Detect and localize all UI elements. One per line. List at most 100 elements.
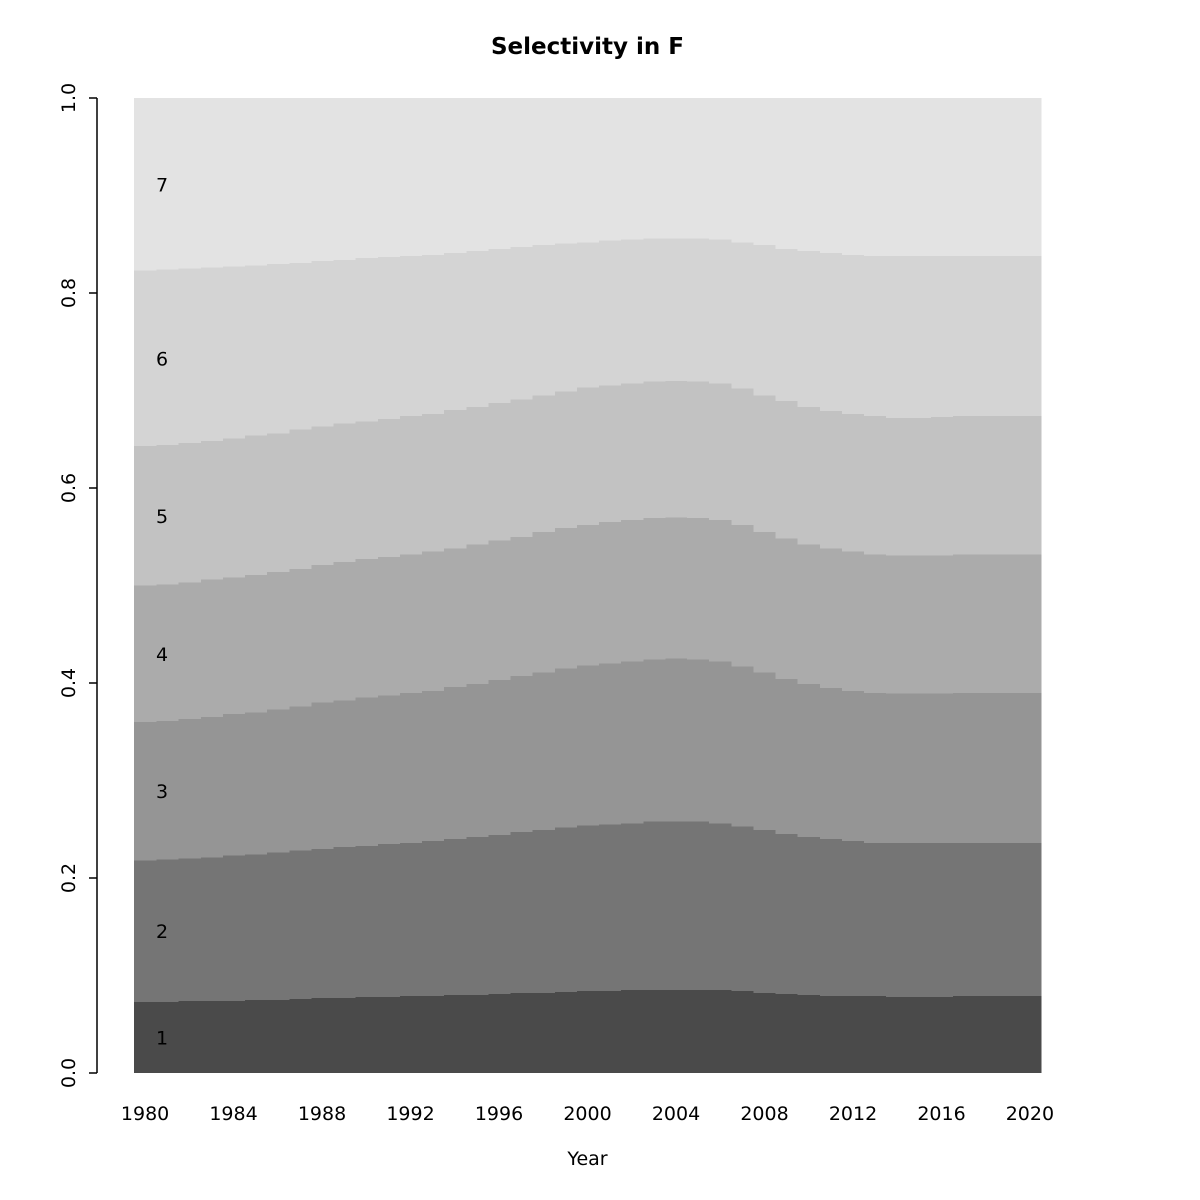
band-segment xyxy=(288,850,312,999)
band-segment xyxy=(952,255,976,416)
band-segment xyxy=(775,994,799,1073)
band-segment xyxy=(443,410,467,549)
band-series-7 xyxy=(134,98,1042,271)
band-segment xyxy=(598,663,622,825)
band-segment xyxy=(554,527,577,669)
band-segment xyxy=(1018,554,1042,693)
band-segment xyxy=(134,722,157,861)
band-segment xyxy=(399,995,423,1073)
band-segment xyxy=(200,267,223,442)
band-segment xyxy=(797,837,821,995)
band-segment xyxy=(421,98,445,255)
band-segment xyxy=(355,257,378,422)
band-segment xyxy=(886,996,909,1073)
band-segment xyxy=(819,548,843,688)
band-segment xyxy=(687,518,710,660)
band-segment xyxy=(510,832,533,994)
x-tick-label: 2000 xyxy=(563,1103,611,1125)
band-segment xyxy=(819,98,843,254)
band-segment xyxy=(288,998,312,1073)
band-segment xyxy=(200,98,223,268)
band-segment xyxy=(266,571,290,710)
band-segment xyxy=(399,842,423,996)
band-segment xyxy=(864,995,887,1073)
band-segment xyxy=(731,242,754,389)
band-segment xyxy=(377,695,400,844)
band-segment xyxy=(886,255,909,418)
band-segment xyxy=(642,238,666,382)
band-segment xyxy=(377,843,400,997)
x-tick-label: 2004 xyxy=(652,1103,700,1125)
band-segment xyxy=(178,443,201,583)
band-segment xyxy=(487,403,511,541)
band-segment xyxy=(355,996,378,1073)
band-segment xyxy=(576,98,600,243)
band-segment xyxy=(244,712,268,855)
band-segment xyxy=(576,387,600,526)
band-segment xyxy=(377,418,400,558)
band-segment xyxy=(709,520,732,662)
band-segment xyxy=(134,585,157,722)
band-segment xyxy=(642,821,666,991)
band-segment xyxy=(930,996,954,1073)
band-segment xyxy=(333,259,356,424)
band-segment xyxy=(510,247,533,400)
band-segment xyxy=(908,417,931,556)
y-tick-label: 0.0 xyxy=(58,1058,80,1088)
band-segment xyxy=(244,854,268,1000)
band-segment xyxy=(244,265,268,436)
band-segment xyxy=(465,683,489,838)
band-segment xyxy=(200,441,223,580)
band-segment xyxy=(598,522,622,664)
band-segment xyxy=(996,692,1020,843)
x-tick-label: 2008 xyxy=(740,1103,788,1125)
band-segment xyxy=(974,554,998,693)
band-segment xyxy=(443,686,467,839)
band-segment xyxy=(178,582,201,720)
band-segment xyxy=(465,837,489,995)
band-segment xyxy=(1018,692,1042,843)
band-segment xyxy=(687,98,710,239)
band-segment xyxy=(841,413,865,552)
band-segment xyxy=(731,388,754,526)
band-segment xyxy=(421,995,445,1073)
band-segment xyxy=(797,407,821,545)
band-segment xyxy=(709,383,732,521)
chart-title: Selectivity in F xyxy=(490,34,684,60)
band-segment xyxy=(664,98,688,239)
band-segment xyxy=(178,1000,201,1073)
band-segment xyxy=(266,263,290,434)
x-tick-label: 2012 xyxy=(829,1103,877,1125)
band-segment xyxy=(930,555,954,694)
band-segment xyxy=(620,661,644,824)
band-segment xyxy=(664,517,688,659)
band-segment xyxy=(532,531,555,673)
band-segment xyxy=(664,658,688,822)
band-segment xyxy=(554,391,577,528)
x-tick-label: 1992 xyxy=(386,1103,434,1125)
band-segment xyxy=(908,255,931,418)
band-segment xyxy=(908,996,931,1073)
band-segment xyxy=(310,426,334,566)
band-label-5: 5 xyxy=(156,506,168,528)
band-segment xyxy=(266,999,290,1074)
band-segment xyxy=(996,415,1020,555)
band-label-7: 7 xyxy=(156,174,168,196)
band-segment xyxy=(731,98,754,243)
x-tick-label: 1988 xyxy=(298,1103,346,1125)
band-segment xyxy=(156,584,179,722)
band-segment xyxy=(819,410,843,549)
band-segment xyxy=(952,692,976,843)
band-segment xyxy=(266,433,290,572)
band-segment xyxy=(731,525,754,667)
band-segment xyxy=(908,98,931,256)
band-segment xyxy=(510,676,533,833)
band-segment xyxy=(532,672,555,831)
band-segment xyxy=(244,999,268,1074)
band-segment xyxy=(156,721,179,860)
x-tick-label: 1980 xyxy=(121,1103,169,1125)
band-segment xyxy=(642,659,666,822)
band-segment xyxy=(222,98,246,267)
band-label-4: 4 xyxy=(156,644,168,666)
band-segment xyxy=(532,395,555,532)
